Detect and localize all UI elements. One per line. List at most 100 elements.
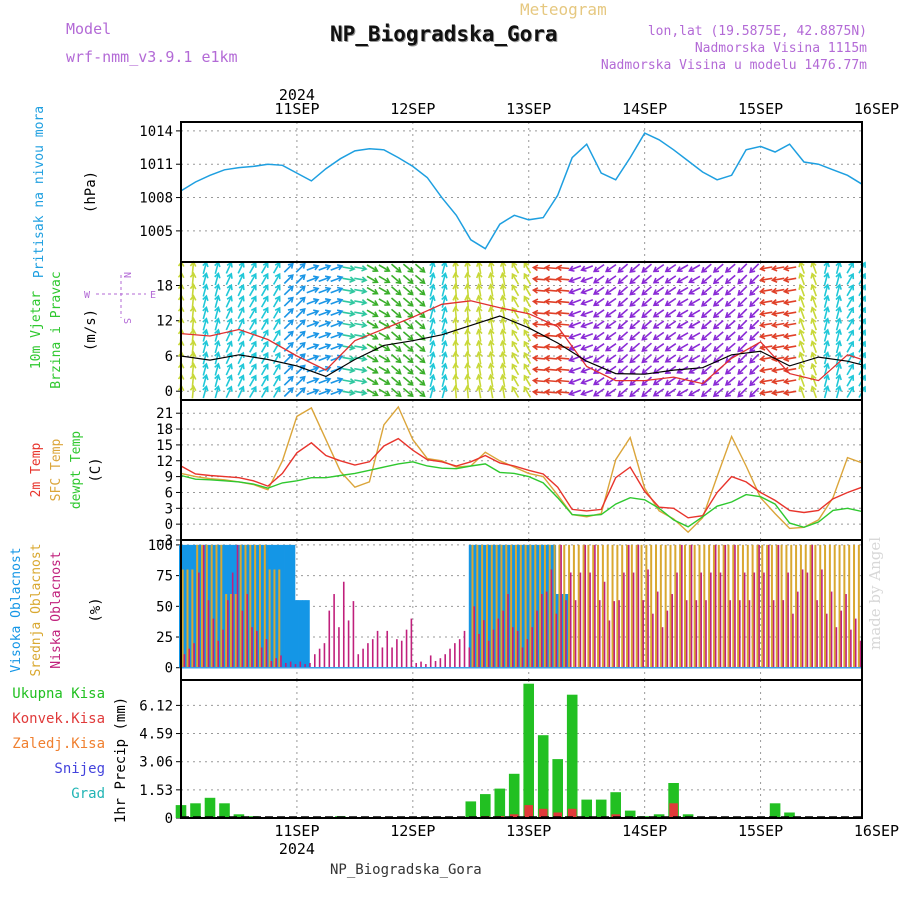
wind-arrow-head bbox=[499, 317, 507, 324]
wind-arrow bbox=[835, 307, 841, 320]
wind-arrow bbox=[342, 311, 355, 315]
bottom-date-label-3: 14SEP bbox=[622, 822, 667, 840]
wind-arrow-head bbox=[749, 368, 756, 375]
wind-arrow bbox=[823, 363, 829, 376]
wind-arrow bbox=[295, 274, 306, 285]
precip-unit: 1hr Precip (mm) bbox=[113, 697, 129, 823]
wind-arrow-head bbox=[452, 362, 459, 369]
wind-arrow-head bbox=[688, 288, 695, 295]
wind-arrow bbox=[725, 308, 736, 318]
wind-ytick-label-0: 0 bbox=[165, 384, 173, 400]
wind-arrow-head bbox=[487, 362, 495, 369]
wind-arrow-head bbox=[419, 379, 426, 386]
wind-arrow-head bbox=[759, 265, 766, 272]
wind-arrow-head bbox=[555, 298, 563, 306]
wind-arrow bbox=[689, 309, 701, 317]
wind-arrow-head bbox=[429, 294, 436, 302]
wind-arrow-head bbox=[336, 320, 344, 327]
wind-arrow bbox=[725, 319, 736, 330]
wind-arrow-head bbox=[664, 390, 671, 397]
wind-arrow-head bbox=[523, 295, 530, 302]
wind-arrow-head bbox=[724, 266, 732, 273]
wind-arrow-head bbox=[361, 389, 368, 396]
precip-legend-convective: Konvek.Kisa bbox=[12, 711, 105, 727]
wind-arrow bbox=[772, 345, 785, 349]
wind-arrow bbox=[354, 277, 367, 282]
wind-arrow bbox=[677, 320, 689, 329]
top-date-label-2: 13SEP bbox=[506, 100, 551, 118]
wind-arrow bbox=[260, 318, 269, 331]
wind-arrow-head bbox=[688, 345, 695, 352]
wind-arrow bbox=[523, 262, 532, 274]
wind-arrow-head bbox=[652, 345, 660, 352]
wind-arrow-head bbox=[372, 379, 379, 385]
bottom-year-label: 2024 bbox=[279, 840, 315, 858]
wind-arrow-head bbox=[592, 368, 600, 374]
wind-arrow-head bbox=[782, 321, 790, 329]
wind-arrow-head bbox=[810, 283, 817, 290]
wind-arrow bbox=[306, 344, 319, 350]
wind-arrow bbox=[191, 318, 195, 331]
wind-arrow-head bbox=[782, 378, 790, 385]
wind-arrow bbox=[581, 378, 594, 384]
wind-arrow bbox=[237, 363, 245, 376]
wind-arrow bbox=[202, 352, 208, 365]
wind-arrow bbox=[641, 263, 653, 273]
wind-arrow-head bbox=[324, 377, 332, 384]
wind-arrow-head bbox=[688, 300, 695, 306]
wind-arrow bbox=[665, 275, 677, 284]
wind-arrow-head bbox=[464, 384, 471, 392]
wind-arrow bbox=[617, 331, 629, 341]
wind-arrow bbox=[653, 286, 665, 295]
wind-arrow-head bbox=[688, 356, 695, 363]
wind-arrow-head bbox=[441, 272, 448, 279]
pressure-ytick-label-2: 1011 bbox=[139, 157, 173, 173]
wind-arrow-head bbox=[313, 264, 320, 271]
wind-arrow bbox=[557, 266, 570, 270]
wind-arrow bbox=[225, 273, 233, 286]
wind-arrow bbox=[545, 357, 558, 360]
wind-arrow-head bbox=[226, 306, 233, 313]
wind-arrow bbox=[653, 365, 665, 374]
wind-arrow bbox=[835, 273, 841, 286]
wind-arrow-head bbox=[299, 353, 306, 360]
wind-arrow bbox=[202, 374, 208, 388]
wind-arrow bbox=[330, 332, 343, 339]
temp-ytick-label-6: 15 bbox=[156, 438, 173, 454]
wind-arrow bbox=[749, 319, 760, 330]
wind-arrow bbox=[523, 364, 532, 376]
wind-arrow-head bbox=[475, 373, 483, 381]
wind-arrow-head bbox=[531, 298, 539, 306]
wind-arrow-head bbox=[700, 312, 708, 319]
wind-arrow-head bbox=[592, 322, 600, 329]
wind-arrow bbox=[501, 341, 506, 354]
wind-arrow-head bbox=[324, 365, 332, 373]
wind-arrow-head bbox=[543, 309, 551, 317]
pressure-axis-title: Pritisak na nivou mora bbox=[32, 106, 47, 278]
wind-arrow-head bbox=[441, 317, 448, 324]
wind-arrow bbox=[846, 285, 854, 297]
wind-arrow-head bbox=[384, 345, 391, 352]
wind-arrow bbox=[737, 387, 748, 398]
wind-arrow-head bbox=[499, 339, 507, 347]
wind-arrow bbox=[523, 273, 532, 285]
wind-arrow bbox=[846, 364, 854, 376]
wind-arrow bbox=[225, 363, 233, 376]
wind-arrow bbox=[689, 320, 701, 329]
wind-arrow-head bbox=[349, 332, 356, 340]
product-title: Meteogram bbox=[520, 0, 607, 19]
wind-arrow bbox=[760, 300, 773, 304]
bottom-date-label-5: 16SEP bbox=[854, 822, 899, 840]
wind-arrow-head bbox=[543, 343, 551, 351]
wind-arrow bbox=[760, 266, 773, 270]
wind-arrow bbox=[390, 365, 402, 375]
wind-arrow-head bbox=[407, 345, 414, 352]
wind-arrow bbox=[272, 364, 281, 376]
wind-arrow bbox=[454, 284, 458, 297]
wind-arrow bbox=[605, 354, 617, 363]
wind-arrow-head bbox=[238, 340, 245, 347]
wind-arrow bbox=[823, 341, 829, 354]
wind-arrow bbox=[653, 320, 665, 329]
wind-arrow bbox=[342, 334, 355, 338]
